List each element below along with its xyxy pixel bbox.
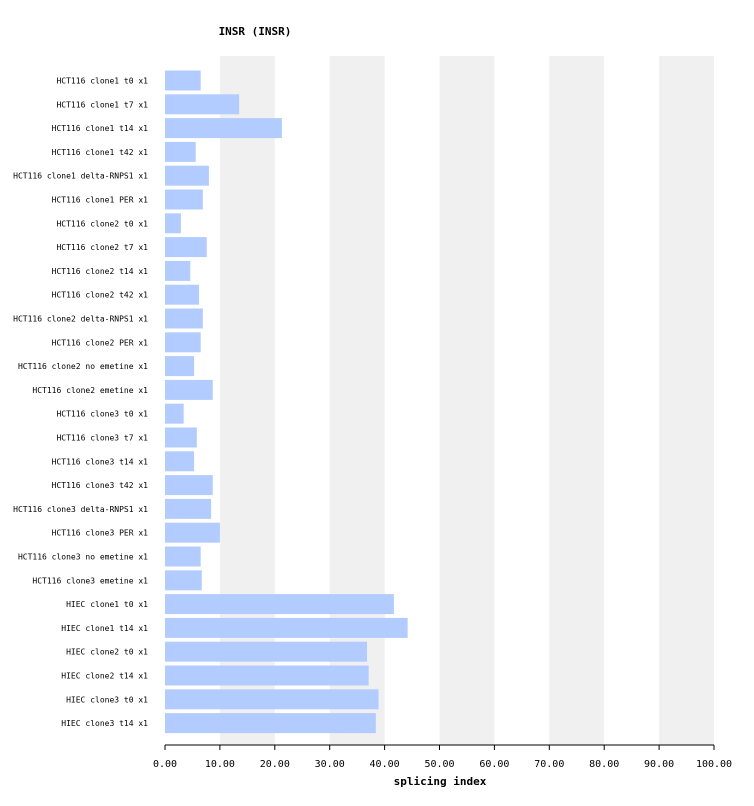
bar — [165, 427, 197, 448]
bar — [165, 451, 195, 472]
grid-band — [549, 56, 605, 745]
category-label: HIEC clone1 t0 x1 — [66, 600, 148, 609]
x-tick-label: 40.00 — [370, 759, 400, 770]
category-label: HIEC clone3 t14 x1 — [61, 719, 148, 728]
category-label: HCT116 clone2 emetine x1 — [32, 386, 148, 395]
x-tick-label: 80.00 — [589, 759, 619, 770]
bar — [165, 641, 368, 662]
bar — [165, 689, 379, 710]
bar — [165, 70, 201, 91]
category-label: HIEC clone3 t0 x1 — [66, 695, 148, 704]
category-label: HCT116 clone2 PER x1 — [52, 338, 149, 347]
x-tick-label: 10.00 — [205, 759, 235, 770]
category-label: HCT116 clone1 t0 x1 — [56, 77, 148, 86]
category-label: HCT116 clone2 t0 x1 — [56, 219, 148, 228]
grid-band — [439, 56, 495, 745]
bar — [165, 94, 240, 115]
bar — [165, 284, 200, 305]
category-label: HIEC clone2 t0 x1 — [66, 648, 148, 657]
category-label: HCT116 clone3 t7 x1 — [56, 434, 148, 443]
category-label: HCT116 clone3 t42 x1 — [52, 481, 149, 490]
bars — [165, 70, 408, 734]
x-tick-label: 30.00 — [315, 759, 345, 770]
bar — [165, 118, 282, 139]
bar — [165, 356, 195, 377]
grid-band — [659, 56, 714, 745]
category-label: HCT116 clone3 emetine x1 — [32, 576, 148, 585]
grid-bands — [219, 56, 714, 745]
category-label: HCT116 clone1 PER x1 — [52, 196, 149, 205]
category-label: HIEC clone2 t14 x1 — [61, 672, 148, 681]
bar — [165, 713, 376, 734]
chart-title: INSR (INSR) — [219, 25, 292, 38]
category-label: HCT116 clone3 t0 x1 — [56, 410, 148, 419]
bar — [165, 617, 408, 638]
bar — [165, 546, 201, 567]
bar — [165, 332, 201, 353]
x-tick-label: 100.00 — [696, 759, 732, 770]
bar — [165, 308, 203, 329]
x-axis-label: splicing index — [394, 775, 487, 788]
bar — [165, 594, 394, 615]
x-tick-label: 0.00 — [153, 759, 177, 770]
x-tick-label: 90.00 — [644, 759, 674, 770]
bar — [165, 165, 209, 186]
category-label: HCT116 clone1 t7 x1 — [56, 100, 148, 109]
category-label: HCT116 clone3 PER x1 — [52, 529, 149, 538]
bar — [165, 475, 213, 496]
category-label: HCT116 clone3 t14 x1 — [52, 457, 149, 466]
bar — [165, 213, 181, 234]
bar — [165, 570, 202, 591]
grid-band — [329, 56, 385, 745]
category-label: HCT116 clone2 no emetine x1 — [18, 362, 148, 371]
bar — [165, 498, 212, 519]
bar — [165, 141, 196, 162]
bar — [165, 522, 220, 543]
bar — [165, 379, 213, 400]
bar — [165, 665, 369, 686]
category-label: HCT116 clone3 delta-RNPS1 x1 — [13, 505, 148, 514]
bar — [165, 189, 203, 210]
bar — [165, 237, 207, 258]
x-axis: 0.00 10.00 20.00 30.00 40.00 50.00 60.00 70.00 8… — [153, 744, 732, 770]
category-label: HCT116 clone1 delta-RNPS1 x1 — [13, 172, 148, 181]
x-tick-label: 70.00 — [534, 759, 564, 770]
category-label: HIEC clone1 t14 x1 — [61, 624, 148, 633]
bar — [165, 260, 191, 281]
x-tick-label: 50.00 — [424, 759, 454, 770]
x-tick-label: 20.00 — [260, 759, 290, 770]
x-tick-label: 60.00 — [479, 759, 509, 770]
category-labels: HCT116 clone1 t0 x1 HCT116 clone1 t7 x1 HC… — [13, 77, 148, 729]
category-label: HCT116 clone2 t7 x1 — [56, 243, 148, 252]
grid-band — [219, 56, 275, 745]
category-label: HCT116 clone3 no emetine x1 — [18, 553, 148, 562]
category-label: HCT116 clone1 t14 x1 — [52, 124, 149, 133]
category-label: HCT116 clone2 t42 x1 — [52, 291, 149, 300]
category-label: HCT116 clone2 delta-RNPS1 x1 — [13, 315, 148, 324]
category-label: HCT116 clone1 t42 x1 — [52, 148, 149, 157]
category-label: HCT116 clone2 t14 x1 — [52, 267, 149, 276]
bar — [165, 403, 184, 424]
